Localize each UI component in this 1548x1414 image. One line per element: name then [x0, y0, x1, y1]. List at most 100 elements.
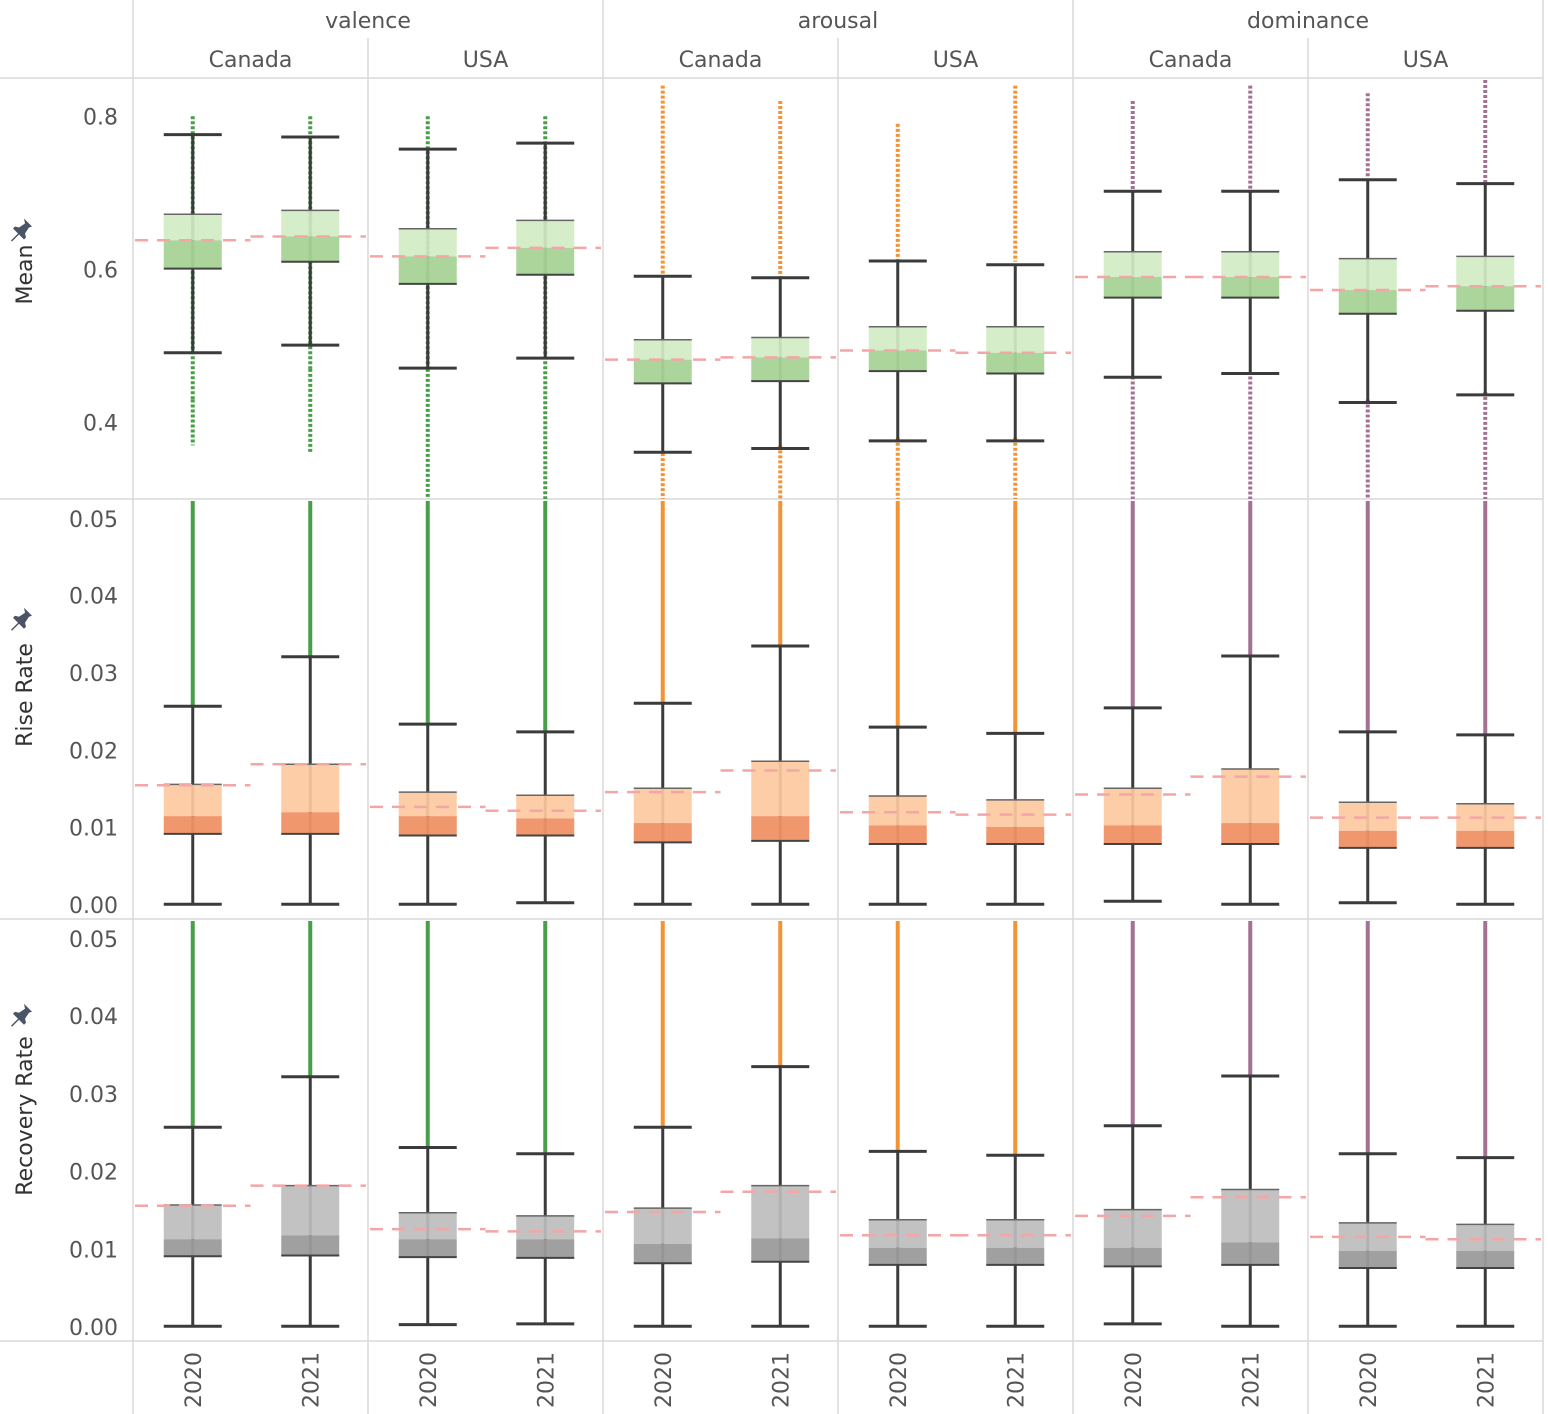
box-lower [751, 357, 810, 382]
year-tick-label: 2021 [1474, 1352, 1499, 1408]
box-lower [1338, 1250, 1397, 1268]
box-upper [163, 214, 222, 241]
y-tick-label: 0.6 [83, 258, 118, 283]
box-lower [1221, 1242, 1280, 1265]
country-header: USA [933, 48, 979, 73]
box-upper [986, 1219, 1045, 1248]
year-tick-label: 2020 [1122, 1352, 1147, 1408]
year-tick-label: 2020 [182, 1352, 207, 1408]
box-upper [751, 1185, 810, 1239]
year-tick-label: 2021 [769, 1352, 794, 1408]
box-upper [633, 1208, 692, 1244]
y-tick-label: 0.00 [69, 1316, 118, 1341]
box-lower [1338, 290, 1397, 314]
box-upper [1456, 256, 1515, 287]
box-upper [868, 796, 927, 826]
box-lower [1456, 286, 1515, 311]
box-lower [398, 1239, 457, 1258]
box-lower [1221, 823, 1280, 844]
box-lower [986, 352, 1045, 374]
year-tick-label: 2020 [652, 1352, 677, 1408]
box-upper [1221, 251, 1280, 278]
box-upper [1103, 251, 1162, 278]
box-lower [398, 256, 457, 284]
box-upper [868, 326, 927, 351]
box-upper [281, 764, 340, 813]
box-lower [1456, 830, 1515, 848]
box-lower [633, 823, 692, 843]
box-upper [281, 210, 340, 237]
box-lower [751, 816, 810, 841]
y-tick-label: 0.8 [83, 105, 118, 130]
box-lower [516, 247, 575, 275]
box-upper [516, 1215, 575, 1240]
country-header: Canada [209, 48, 293, 73]
box-upper [398, 1212, 457, 1240]
box-lower [1103, 825, 1162, 844]
y-tick-label: 0.05 [69, 928, 118, 953]
y-tick-label: 0.01 [69, 817, 118, 842]
box-upper [398, 228, 457, 257]
box-lower [281, 812, 340, 834]
box-lower [868, 1247, 927, 1265]
box-upper [1221, 1189, 1280, 1243]
year-tick-label: 2020 [417, 1352, 442, 1408]
dimension-header: dominance [1247, 9, 1369, 34]
box-lower [868, 350, 927, 372]
box-lower [986, 1247, 1045, 1265]
box-lower [1103, 1247, 1162, 1267]
box-upper [516, 220, 575, 248]
y-tick-label: 0.03 [69, 1083, 118, 1108]
box-upper [868, 1219, 927, 1248]
box-lower [1103, 277, 1162, 298]
box-lower [281, 1235, 340, 1256]
y-tick-label: 0.05 [69, 508, 118, 533]
box-upper [163, 784, 222, 817]
box-lower [281, 236, 340, 262]
dimension-header: arousal [798, 9, 879, 34]
pin-icon [11, 1003, 32, 1027]
country-header: Canada [679, 48, 763, 73]
box-upper [1338, 258, 1397, 291]
box-lower [1221, 277, 1280, 298]
year-tick-label: 2020 [1357, 1352, 1382, 1408]
box-upper [281, 1185, 340, 1236]
box-lower [751, 1238, 810, 1262]
box-upper [1456, 1224, 1515, 1251]
pin-icon [11, 607, 32, 631]
country-header: USA [463, 48, 509, 73]
row-label: Rise Rate [13, 643, 38, 747]
box-upper [163, 1204, 222, 1240]
box-lower [163, 240, 222, 269]
box-upper [398, 792, 457, 817]
year-tick-label: 2021 [1004, 1352, 1029, 1408]
box-lower [633, 1243, 692, 1264]
box-lower [398, 816, 457, 836]
box-lower [163, 1239, 222, 1257]
y-tick-label: 0.4 [83, 411, 118, 436]
box-lower [633, 359, 692, 384]
box-lower [1338, 830, 1397, 848]
box-lower [516, 1239, 575, 1258]
y-tick-label: 0.04 [69, 1005, 118, 1030]
country-header: Canada [1149, 48, 1233, 73]
box-upper [751, 337, 810, 358]
box-lower [163, 816, 222, 834]
box-upper [986, 799, 1045, 827]
box-upper [1456, 803, 1515, 831]
year-tick-label: 2021 [1239, 1352, 1264, 1408]
dimension-header: valence [325, 9, 411, 34]
box-lower [516, 818, 575, 836]
box-lower [1456, 1250, 1515, 1268]
y-tick-label: 0.02 [69, 1161, 118, 1186]
row-label: Mean [13, 245, 38, 305]
row-label: Recovery Rate [13, 1036, 38, 1195]
country-header: USA [1403, 48, 1449, 73]
box-upper [633, 339, 692, 360]
box-upper [516, 795, 575, 819]
y-tick-label: 0.00 [69, 894, 118, 919]
year-tick-label: 2020 [887, 1352, 912, 1408]
box-upper [751, 761, 810, 817]
year-tick-label: 2021 [534, 1352, 559, 1408]
